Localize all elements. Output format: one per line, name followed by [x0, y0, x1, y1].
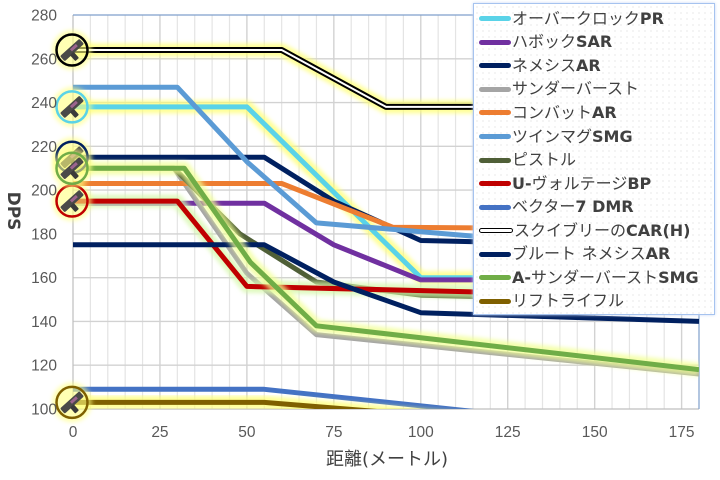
legend-label: ピストル — [512, 150, 577, 170]
legend-item: A-サンダーバーストSMG — [474, 266, 714, 290]
legend-swatch — [479, 204, 511, 210]
y-tick-label: 200 — [31, 183, 57, 200]
y-tick-label: 240 — [31, 95, 57, 112]
legend-swatch — [479, 63, 511, 69]
y-axis-title: DPS — [3, 192, 23, 231]
legend-item: ハボックSAR — [474, 31, 714, 55]
y-tick-label: 100 — [31, 402, 57, 419]
weapon-icon — [52, 382, 92, 423]
x-tick-label: 25 — [151, 424, 168, 441]
weapon-icon — [52, 181, 92, 222]
y-tick-label: 180 — [31, 226, 57, 243]
series-line — [73, 395, 427, 409]
legend-label: リフトライフル — [512, 291, 625, 311]
series-path — [73, 242, 699, 324]
legend-swatch — [479, 86, 511, 92]
x-axis-title: 距離(メートル) — [326, 449, 448, 470]
legend-label: コンバットAR — [512, 102, 617, 122]
legend-item: サンダーバースト — [474, 78, 714, 102]
legend-swatch — [479, 228, 513, 234]
legend-item: スクイブリーのCAR(H) — [474, 219, 714, 243]
weapon-icons — [52, 30, 92, 423]
y-tick-label: 160 — [31, 270, 57, 287]
weapon-icon — [52, 86, 92, 127]
x-tick-label: 125 — [495, 424, 521, 441]
series-path — [73, 399, 378, 409]
legend-label: サンダーバースト — [512, 79, 640, 99]
legend-swatch — [479, 251, 511, 257]
x-tick-label: 175 — [669, 424, 695, 441]
legend-label: ブルート ネメシスAR — [512, 244, 671, 264]
legend-swatch — [479, 157, 511, 163]
series-line — [73, 386, 475, 409]
series-path — [73, 386, 475, 409]
series-path — [73, 165, 699, 373]
legend-item: オーバークロックPR — [474, 7, 714, 31]
legend-swatch — [479, 110, 511, 116]
legend-item: リフトライフル — [474, 290, 714, 314]
y-tick-label: 120 — [31, 358, 57, 375]
x-tick-label: 0 — [69, 424, 78, 441]
legend-swatch — [479, 39, 511, 45]
legend-label: ハボックSAR — [512, 32, 613, 52]
legend-label: U-ヴォルテージBP — [512, 173, 652, 193]
legend-swatch — [479, 134, 511, 139]
y-tick-label: 280 — [31, 8, 57, 25]
series-line — [73, 161, 699, 377]
y-tick-label: 260 — [31, 51, 57, 68]
series-lines — [73, 43, 699, 409]
legend-swatch — [479, 275, 511, 281]
legend-label: ベクター7 DMR — [512, 197, 634, 217]
tick-labels: 0 25 50 75 100 125 150 175 100 120 140 160 180 200 220… — [31, 8, 694, 442]
legend-swatch — [479, 16, 511, 22]
legend-label: ツインマグSMG — [512, 126, 633, 146]
legend-swatch — [479, 298, 511, 304]
legend-label: A-サンダーバーストSMG — [512, 267, 699, 287]
y-tick-label: 140 — [31, 314, 57, 331]
weapon-icon — [52, 148, 92, 189]
legend-item: ベクター7 DMR — [474, 195, 714, 219]
x-tick-label: 75 — [325, 424, 342, 441]
series-line — [73, 242, 699, 324]
legend-swatch — [479, 181, 511, 187]
legend-item: ツインマグSMG — [474, 125, 714, 149]
chart-legend: オーバークロックPR ハボックSAR ネメシスAR サンダーバースト コンバットAR ツイ… — [473, 3, 715, 315]
x-tick-label: 150 — [582, 424, 608, 441]
legend-item: コンバットAR — [474, 101, 714, 125]
legend-item: ブルート ネメシスAR — [474, 242, 714, 266]
legend-label: オーバークロックPR — [512, 8, 664, 28]
x-tick-label: 100 — [408, 424, 434, 441]
weapon-icon — [52, 30, 92, 71]
legend-label: ネメシスAR — [512, 55, 601, 75]
y-tick-label: 220 — [31, 139, 57, 156]
legend-item: ピストル — [474, 148, 714, 172]
legend-label: スクイブリーのCAR(H) — [514, 220, 691, 240]
x-tick-label: 50 — [238, 424, 256, 441]
legend-item: ネメシスAR — [474, 54, 714, 78]
legend-item: U-ヴォルテージBP — [474, 172, 714, 196]
